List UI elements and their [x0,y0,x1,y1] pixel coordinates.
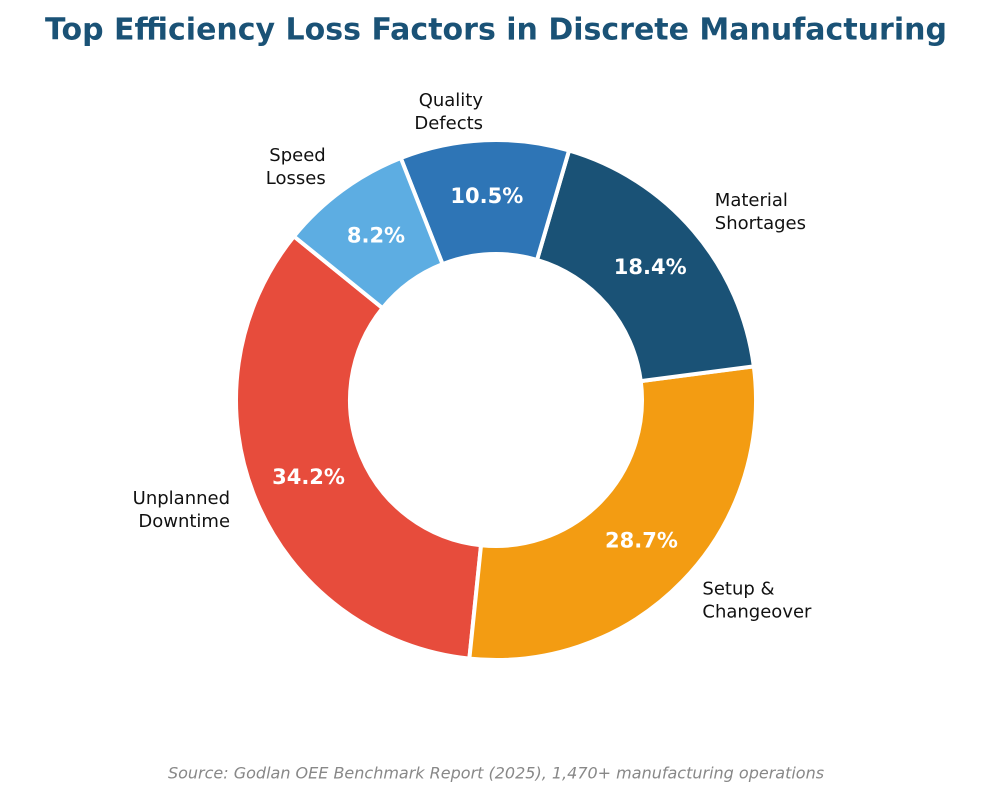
value-label: 34.2% [272,465,345,489]
value-label: 8.2% [347,223,405,247]
value-label: 10.5% [450,184,523,208]
donut-slice [534,147,757,384]
donut-slice [234,233,484,661]
category-label: Speed Losses [266,145,326,189]
category-label: Quality Defects [414,90,483,134]
category-label: Unplanned Downtime [133,488,230,532]
chart-title: Top Efficiency Loss Factors in Discrete … [45,13,947,48]
donut-slice [291,155,446,311]
value-label: 28.7% [605,529,678,553]
source-note: Source: Godlan OEE Benchmark Report (202… [168,764,824,783]
category-label: Material Shortages [715,190,806,234]
value-label: 18.4% [614,255,687,279]
donut-slice [467,364,758,662]
category-label: Setup & Changeover [702,578,812,622]
